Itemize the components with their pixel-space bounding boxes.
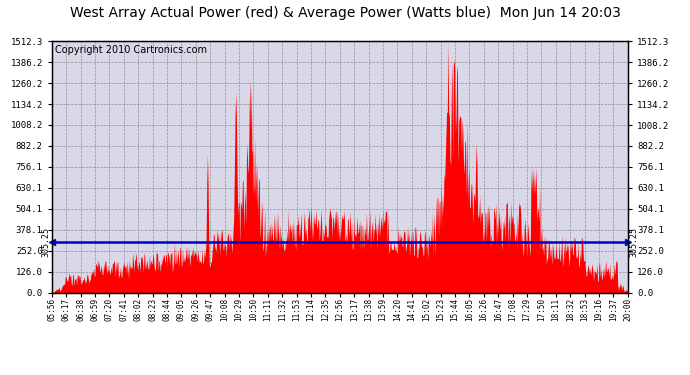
Text: 305.25: 305.25: [629, 227, 638, 257]
Text: Copyright 2010 Cartronics.com: Copyright 2010 Cartronics.com: [55, 45, 206, 55]
Text: West Array Actual Power (red) & Average Power (Watts blue)  Mon Jun 14 20:03: West Array Actual Power (red) & Average …: [70, 6, 620, 20]
Text: 305.25: 305.25: [41, 227, 50, 257]
